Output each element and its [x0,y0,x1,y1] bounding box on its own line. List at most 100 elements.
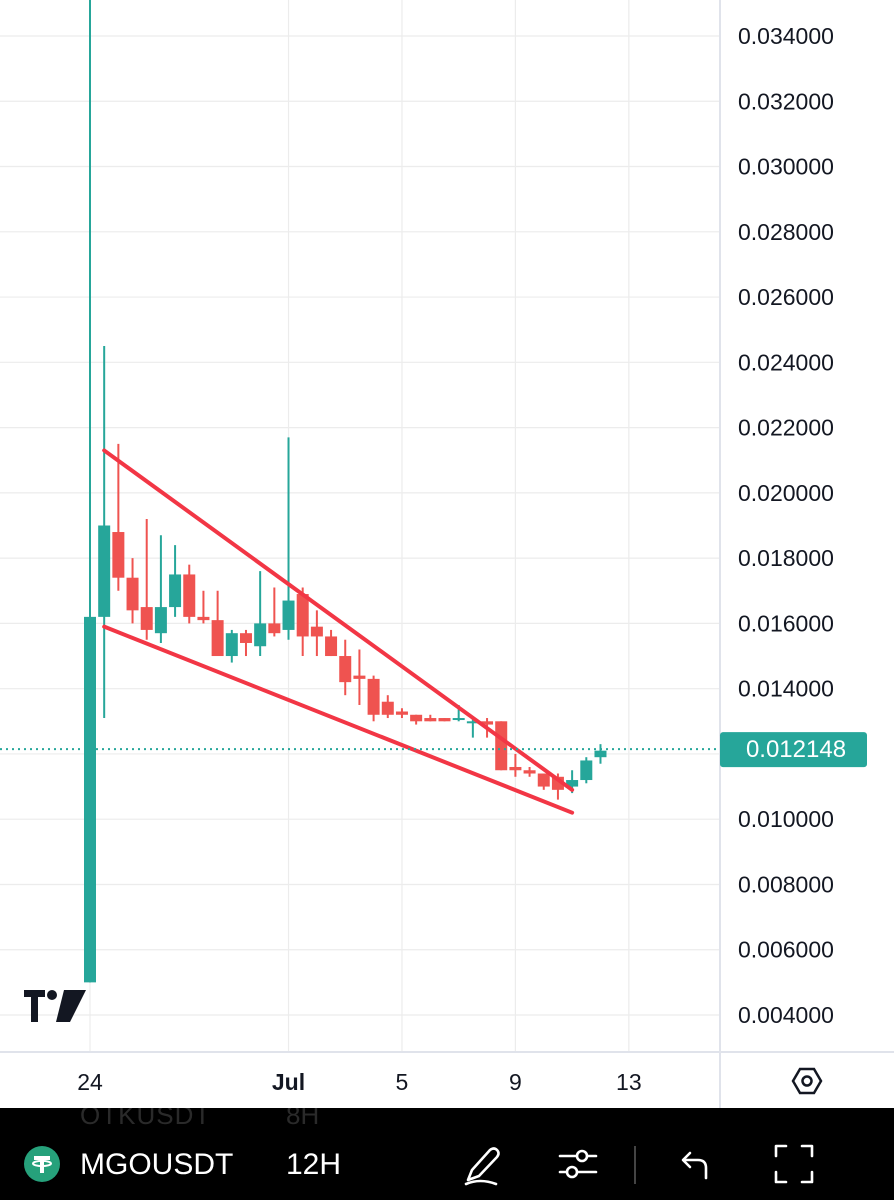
candle-body [225,633,238,657]
candle-body [481,721,494,725]
sliders-icon[interactable] [552,1138,604,1190]
pencil-icon[interactable] [456,1138,508,1190]
price-tick-label: 0.026000 [738,284,834,310]
price-tick-label: 0.028000 [738,219,834,245]
symbol-name-button[interactable]: MGOUSDT [80,1148,234,1181]
last-price-badge: 0.012148 [720,732,867,768]
candle [424,714,437,722]
candle [310,610,323,657]
candle [395,708,408,719]
candle-body [239,633,252,643]
candles [84,0,607,983]
candle [580,757,593,784]
candle-body [84,616,96,983]
candle [197,590,210,624]
settings-hexagon-icon[interactable] [791,1067,823,1095]
price-tick-label: 0.034000 [738,23,834,49]
candle [325,629,338,657]
candle [466,718,479,738]
candle [282,437,295,640]
candle-body [254,623,267,647]
candle [353,649,366,705]
price-tick-label: 0.032000 [738,88,834,114]
candle [154,535,167,643]
candle-body [140,607,153,630]
price-chart[interactable]: 0.034000 0.032000 0.030000 0.028000 0.026000… [0,0,894,1108]
candle [367,675,380,722]
candle [84,0,96,983]
fullscreen-icon[interactable] [768,1138,820,1190]
candle-body [495,721,508,771]
candle-body [169,574,182,608]
candle [339,639,352,696]
previous-symbol-ghost: OTKUSDT [80,1108,212,1130]
candle [239,629,252,657]
last-price-label: 0.012148 [746,736,846,763]
time-tick-label: Jul [272,1069,305,1095]
candle-body [594,750,607,758]
candle [225,629,238,663]
undo-icon[interactable] [668,1138,720,1190]
candle [268,587,281,637]
candle [254,571,267,657]
toolbar-divider [634,1146,636,1184]
candle [523,766,536,777]
price-tick-label: 0.014000 [738,676,834,702]
candle-body [98,525,111,617]
interval-button[interactable]: 12H [286,1148,342,1181]
candle [126,558,139,624]
candle-body [580,760,593,781]
candle-body [154,607,167,634]
candle-body [282,600,295,630]
candle-body [410,714,423,722]
price-tick-label: 0.018000 [738,545,834,571]
candle [140,518,153,640]
candle [594,744,607,764]
candle-body [452,718,465,721]
candle-body [424,718,437,722]
candle-body [296,594,309,637]
candle [169,545,182,617]
candle [211,590,224,657]
time-tick-label: 5 [396,1069,409,1095]
candle [381,695,394,719]
candle [112,443,125,591]
candle-body [268,623,281,634]
candle [438,718,451,722]
trendlines [102,448,575,815]
price-tick-label: 0.022000 [738,415,834,441]
price-tick-label: 0.004000 [738,1002,834,1028]
trendline[interactable] [102,448,575,792]
tether-logo-icon[interactable] [24,1146,60,1182]
candle [410,714,423,725]
time-axis[interactable]: 24 Jul 5 9 13 [77,1069,641,1095]
previous-interval-ghost: 8H [286,1108,320,1130]
price-tick-label: 0.020000 [738,480,834,506]
candle-body [126,577,139,611]
time-tick-label: 13 [616,1069,642,1095]
candle [509,753,522,777]
candle-body [537,773,550,787]
candle-body [466,721,479,724]
candle-body [367,678,380,715]
price-tick-label: 0.010000 [738,806,834,832]
price-tick-label: 0.030000 [738,154,834,180]
price-tick-label: 0.016000 [738,610,834,636]
trendline[interactable] [102,624,575,815]
price-axis[interactable]: 0.034000 0.032000 0.030000 0.028000 0.026000… [738,23,834,1028]
candle-body [395,711,408,715]
candle [296,587,309,657]
time-tick-label: 24 [77,1069,103,1095]
candle-body [183,574,196,617]
price-tick-label: 0.008000 [738,871,834,897]
candle-body [112,532,125,578]
candle-body [381,701,394,715]
candle-body [197,616,210,621]
candle [537,773,550,790]
candle [98,346,111,719]
tradingview-logo-icon[interactable] [24,990,86,1022]
candle-body [523,770,536,774]
chart-area[interactable]: 0.034000 0.032000 0.030000 0.028000 0.026000… [0,0,894,1108]
candle-body [211,620,224,657]
candle-body [509,766,522,771]
